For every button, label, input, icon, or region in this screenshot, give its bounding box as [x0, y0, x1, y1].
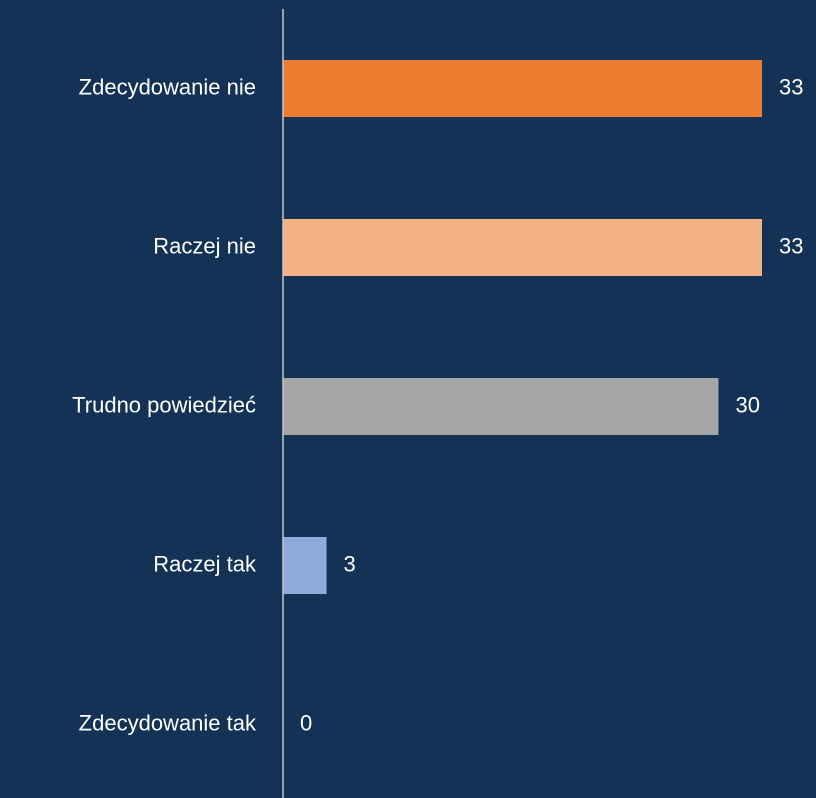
category-label: Zdecydowanie tak [79, 710, 257, 735]
bar [283, 219, 762, 276]
category-label: Trudno powiedzieć [72, 392, 256, 417]
category-label: Raczej tak [153, 551, 257, 576]
value-label: 0 [300, 710, 312, 735]
value-label: 33 [779, 74, 803, 99]
bar [283, 537, 327, 594]
bar [283, 60, 762, 117]
category-label: Raczej nie [153, 233, 256, 258]
category-label: Zdecydowanie nie [79, 74, 256, 99]
value-label: 33 [779, 233, 803, 258]
value-label: 3 [344, 551, 356, 576]
value-label: 30 [735, 392, 759, 417]
bar [283, 378, 719, 435]
